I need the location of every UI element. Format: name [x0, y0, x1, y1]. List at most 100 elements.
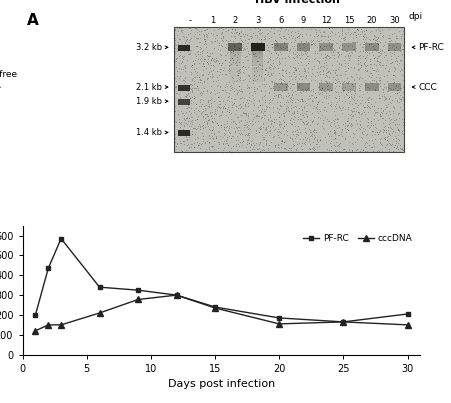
Point	[258, 106, 265, 112]
Point	[358, 47, 365, 53]
Point	[271, 144, 278, 150]
Point	[195, 139, 202, 146]
Point	[387, 100, 394, 106]
Point	[360, 76, 367, 83]
Point	[203, 119, 211, 125]
Point	[385, 93, 392, 99]
Point	[304, 96, 311, 102]
Point	[244, 134, 252, 141]
Point	[190, 61, 198, 67]
Point	[246, 120, 253, 126]
Point	[323, 131, 331, 137]
Point	[316, 90, 323, 96]
Point	[291, 113, 299, 120]
Point	[283, 27, 290, 33]
Point	[256, 102, 263, 108]
Point	[255, 144, 262, 151]
Point	[299, 119, 307, 126]
Point	[337, 131, 344, 137]
Point	[194, 135, 202, 142]
Point	[212, 55, 219, 62]
Point	[261, 71, 268, 77]
Point	[315, 106, 322, 112]
Point	[179, 77, 186, 83]
Point	[243, 97, 250, 103]
Point	[178, 109, 185, 116]
Point	[282, 106, 290, 112]
Point	[244, 84, 251, 90]
Point	[381, 142, 388, 148]
Point	[267, 139, 274, 145]
Point	[184, 51, 192, 57]
Point	[331, 80, 338, 86]
Point	[250, 75, 258, 82]
Point	[288, 76, 295, 83]
Point	[368, 143, 375, 150]
Point	[242, 43, 249, 49]
Point	[234, 40, 241, 46]
Point	[190, 81, 198, 87]
Point	[184, 48, 191, 54]
Point	[320, 33, 327, 39]
Point	[235, 149, 242, 155]
Point	[397, 51, 405, 58]
Point	[178, 85, 185, 91]
Point	[188, 85, 195, 91]
Point	[310, 50, 318, 56]
Point	[245, 36, 253, 42]
Point	[318, 63, 326, 70]
Point	[341, 125, 348, 131]
Point	[205, 104, 212, 110]
Point	[336, 129, 344, 135]
Point	[286, 102, 294, 108]
Point	[354, 84, 362, 91]
Point	[198, 63, 206, 69]
Point	[241, 149, 249, 155]
Point	[219, 87, 226, 93]
Point	[353, 73, 360, 80]
Point	[183, 104, 190, 111]
Point	[398, 147, 405, 154]
Point	[337, 35, 344, 42]
Bar	[341, 83, 355, 91]
Point	[289, 81, 296, 87]
Point	[308, 66, 315, 73]
Point	[245, 78, 252, 85]
Point	[384, 127, 391, 133]
Point	[244, 72, 252, 79]
Point	[350, 93, 357, 100]
Point	[293, 110, 300, 116]
Point	[338, 125, 345, 132]
Point	[338, 146, 345, 152]
Point	[249, 77, 256, 83]
Point	[356, 62, 364, 69]
Point	[367, 101, 374, 107]
Point	[313, 98, 321, 105]
Point	[350, 29, 358, 35]
Point	[366, 79, 373, 85]
Point	[276, 42, 283, 48]
Point	[244, 130, 251, 137]
Point	[282, 145, 290, 152]
Point	[204, 123, 211, 129]
Point	[233, 125, 240, 131]
Point	[308, 40, 315, 47]
Point	[217, 52, 225, 58]
Point	[389, 110, 396, 116]
Point	[306, 129, 313, 135]
cccDNA	[174, 293, 179, 297]
Point	[235, 30, 242, 36]
Point	[264, 46, 272, 53]
Point	[194, 48, 202, 54]
Point	[226, 83, 233, 89]
Point	[325, 88, 332, 94]
Point	[251, 51, 258, 58]
Point	[355, 65, 363, 71]
Point	[370, 136, 377, 142]
Point	[274, 129, 281, 135]
Point	[284, 147, 291, 153]
Point	[184, 89, 191, 96]
Point	[278, 71, 285, 78]
Point	[299, 41, 306, 48]
Point	[290, 109, 297, 115]
